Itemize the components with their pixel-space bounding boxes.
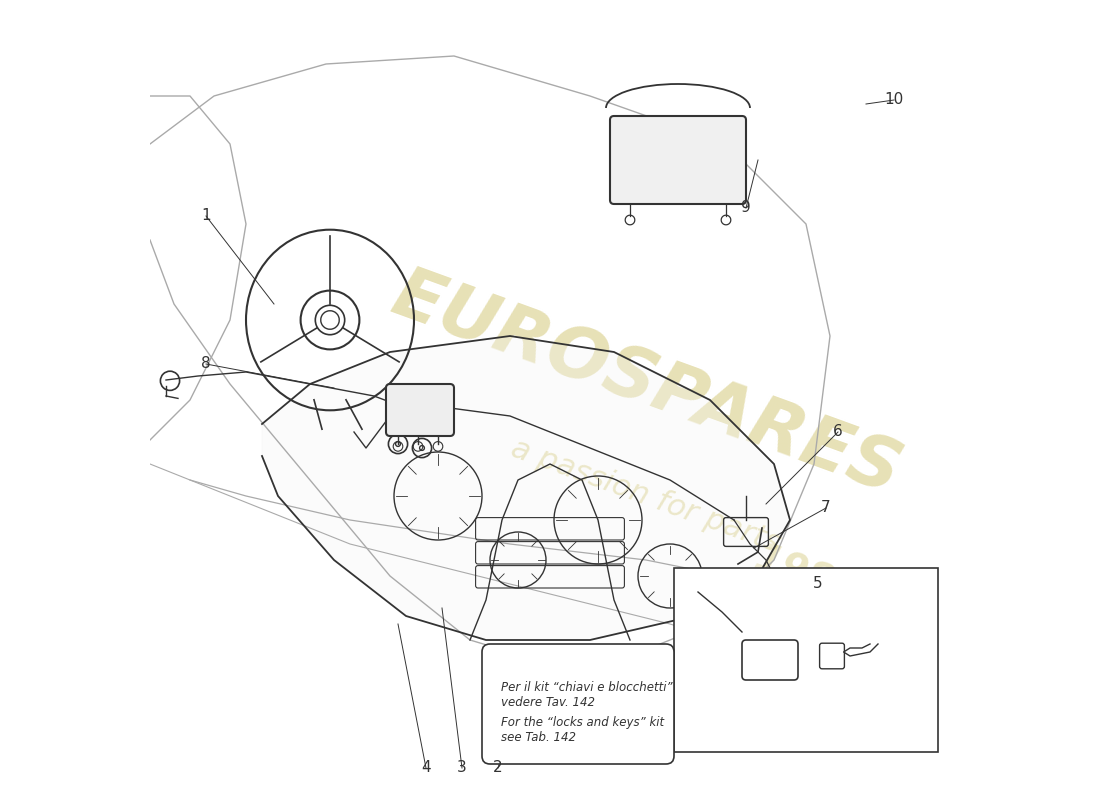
Text: For the “locks and keys” kit
see Tab. 142: For the “locks and keys” kit see Tab. 14… — [500, 717, 663, 745]
Text: 3: 3 — [458, 761, 466, 775]
FancyBboxPatch shape — [610, 116, 746, 204]
Text: 10: 10 — [884, 93, 903, 107]
Text: EUROSPARES: EUROSPARES — [382, 260, 910, 508]
FancyBboxPatch shape — [674, 568, 938, 752]
Polygon shape — [262, 336, 790, 640]
Text: 7: 7 — [822, 501, 830, 515]
Text: 4: 4 — [421, 761, 431, 775]
Text: 8: 8 — [201, 357, 211, 371]
FancyBboxPatch shape — [482, 644, 674, 764]
Text: Per il kit “chiavi e blocchetti”
vedere Tav. 142: Per il kit “chiavi e blocchetti” vedere … — [500, 681, 672, 709]
Text: 2: 2 — [493, 761, 503, 775]
Text: 9: 9 — [741, 201, 751, 215]
Text: 6: 6 — [833, 425, 843, 439]
Text: 5: 5 — [813, 577, 823, 591]
FancyBboxPatch shape — [386, 384, 454, 436]
Text: 1: 1 — [201, 209, 211, 223]
Text: a passion for parts: a passion for parts — [507, 434, 784, 558]
Text: 1985: 1985 — [749, 540, 864, 612]
